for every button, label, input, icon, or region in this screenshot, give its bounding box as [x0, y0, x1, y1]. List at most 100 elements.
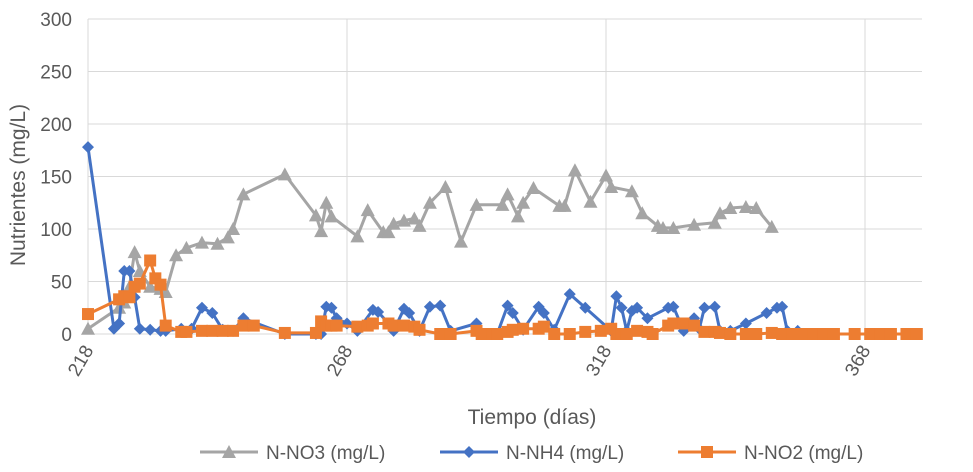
triangle-marker	[738, 199, 753, 213]
square-marker	[82, 308, 94, 321]
square-marker	[154, 278, 167, 291]
triangle-marker	[453, 234, 468, 248]
triangle-marker	[764, 219, 779, 233]
square-marker	[434, 328, 447, 340]
triangle-marker	[438, 180, 453, 193]
square-marker	[180, 325, 193, 338]
triangle-marker	[749, 201, 764, 214]
triangle-marker	[500, 187, 515, 201]
triangle-marker	[308, 208, 323, 222]
triangle-marker	[516, 195, 531, 209]
square-marker	[698, 325, 711, 338]
triangle-marker	[723, 201, 738, 214]
triangle-marker	[687, 217, 702, 231]
triangle-marker	[81, 321, 95, 335]
triangle-marker	[707, 215, 722, 229]
diamond-marker	[579, 301, 592, 314]
square-marker	[491, 328, 504, 340]
diamond-marker	[563, 288, 576, 301]
triangle-marker	[236, 187, 251, 201]
square-marker	[701, 446, 713, 458]
square-marker	[765, 326, 778, 339]
x-tick-label: 218	[64, 342, 98, 380]
diamond-marker	[123, 265, 136, 277]
diamond-marker	[739, 317, 752, 330]
series-diamond	[82, 141, 830, 340]
diamond-marker	[195, 301, 208, 314]
triangle-marker	[412, 218, 427, 232]
square-marker	[387, 319, 400, 332]
diamond-marker	[82, 141, 94, 154]
triangle-marker	[604, 180, 619, 193]
square-marker	[848, 328, 861, 340]
square-marker	[724, 328, 737, 340]
legend-item: N-NH4 (mg/L)	[440, 443, 624, 464]
triangle-marker	[422, 195, 437, 209]
triangle-marker	[557, 198, 572, 212]
diamond-marker	[776, 300, 789, 313]
square-marker	[159, 319, 172, 332]
y-tick-label: 50	[51, 273, 72, 294]
legend-label: N-NH4 (mg/L)	[506, 443, 624, 464]
square-marker	[874, 328, 887, 340]
triangle-marker	[666, 220, 681, 234]
y-tick-label: 150	[40, 168, 72, 189]
square-marker	[579, 325, 592, 338]
x-axis-ticks: 218 268 318 368	[64, 342, 875, 380]
triangle-marker	[495, 197, 510, 211]
x-tick-label: 268	[323, 342, 357, 380]
legend-item: N-NO2 (mg/L)	[678, 443, 863, 464]
square-marker	[444, 328, 457, 340]
diamond-marker	[463, 446, 475, 458]
diamond-marker	[760, 307, 773, 319]
x-axis-title: Tiempo (días)	[468, 406, 597, 429]
triangle-marker	[526, 181, 541, 195]
diamond-marker	[501, 299, 514, 312]
triangle-marker	[324, 209, 339, 223]
diamond-marker	[667, 300, 680, 313]
triangle-marker	[210, 236, 225, 250]
triangle-marker	[350, 229, 365, 243]
series	[81, 141, 923, 340]
square-marker	[776, 328, 789, 340]
triangle-marker	[226, 222, 241, 235]
triangle-marker	[381, 225, 396, 239]
square-marker	[713, 326, 726, 339]
square-marker	[667, 317, 680, 330]
series-triangle	[81, 163, 779, 335]
diamond-marker	[537, 307, 550, 319]
triangle-marker	[179, 240, 194, 254]
diamond-marker	[615, 301, 628, 314]
diamond-marker	[403, 307, 416, 319]
square-marker	[237, 319, 250, 332]
square-marker	[537, 320, 550, 333]
series-square	[82, 254, 923, 340]
square-marker	[517, 322, 530, 335]
triangle-marker	[169, 248, 184, 262]
gridlines	[87, 18, 922, 335]
triangle-marker	[712, 206, 727, 220]
diamond-marker	[133, 322, 146, 335]
square-marker	[247, 319, 260, 332]
square-marker	[827, 328, 840, 340]
triangle-marker	[143, 279, 158, 293]
triangle-marker	[222, 445, 236, 458]
y-tick-label: 200	[40, 115, 72, 136]
square-marker	[195, 324, 208, 337]
diamond-marker	[113, 317, 126, 330]
triangle-marker	[396, 213, 411, 227]
diamond-marker	[641, 312, 654, 325]
triangle-marker	[360, 203, 375, 217]
diamond-marker	[434, 299, 447, 312]
x-tick-label: 368	[841, 342, 875, 380]
triangle-marker	[220, 230, 235, 244]
square-marker	[144, 254, 157, 267]
square-marker	[807, 328, 820, 340]
legend: N-NO3 (mg/L) N-NH4 (mg/L) N-NO2 (mg/L)	[200, 443, 863, 464]
square-marker	[548, 328, 561, 340]
triangle-marker	[469, 197, 484, 211]
square-marker	[620, 328, 633, 340]
square-marker	[884, 328, 897, 340]
square-marker	[688, 319, 701, 332]
